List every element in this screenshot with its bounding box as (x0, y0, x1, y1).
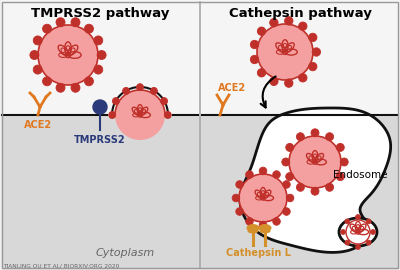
Circle shape (33, 36, 42, 45)
Circle shape (273, 218, 280, 225)
Ellipse shape (260, 228, 270, 234)
Circle shape (56, 83, 65, 92)
Circle shape (246, 171, 253, 178)
Circle shape (336, 173, 344, 181)
Circle shape (345, 219, 350, 224)
Circle shape (38, 25, 98, 85)
Circle shape (289, 136, 341, 188)
Circle shape (299, 22, 307, 31)
Circle shape (257, 27, 266, 35)
Circle shape (160, 97, 168, 104)
Text: TMPRSS2 pathway: TMPRSS2 pathway (31, 7, 169, 20)
Circle shape (286, 173, 294, 181)
Circle shape (71, 83, 80, 92)
Circle shape (284, 17, 293, 25)
Circle shape (30, 50, 39, 59)
Circle shape (308, 62, 317, 71)
Circle shape (370, 230, 376, 235)
Circle shape (94, 65, 103, 74)
Circle shape (282, 158, 290, 166)
Circle shape (284, 79, 293, 87)
Text: TMPRSS2: TMPRSS2 (74, 135, 126, 145)
Circle shape (56, 18, 65, 27)
Circle shape (366, 240, 371, 245)
Circle shape (93, 100, 107, 114)
Text: Cathepsin pathway: Cathepsin pathway (228, 7, 372, 20)
Circle shape (84, 77, 94, 86)
Circle shape (312, 48, 320, 56)
Circle shape (273, 171, 280, 178)
Polygon shape (240, 108, 391, 252)
Circle shape (340, 230, 346, 235)
Bar (2, 113, 398, 268)
Circle shape (71, 18, 80, 27)
Circle shape (150, 87, 158, 94)
Ellipse shape (248, 228, 258, 234)
Circle shape (239, 174, 287, 222)
Circle shape (259, 167, 267, 175)
Circle shape (356, 245, 360, 249)
Circle shape (270, 18, 278, 27)
Ellipse shape (339, 218, 377, 246)
Circle shape (94, 36, 103, 45)
Circle shape (270, 77, 278, 86)
Circle shape (308, 33, 317, 42)
Circle shape (123, 87, 130, 94)
Circle shape (33, 65, 42, 74)
Circle shape (283, 181, 290, 188)
Circle shape (283, 208, 290, 215)
Circle shape (136, 84, 144, 91)
Circle shape (84, 24, 94, 33)
Circle shape (259, 221, 267, 229)
Circle shape (311, 187, 319, 195)
Ellipse shape (246, 224, 260, 232)
Circle shape (326, 183, 334, 191)
Circle shape (296, 183, 304, 191)
Circle shape (112, 97, 120, 104)
Circle shape (296, 133, 304, 141)
Circle shape (246, 218, 253, 225)
Text: ACE2: ACE2 (218, 83, 246, 93)
Text: Cytoplasm: Cytoplasm (96, 248, 155, 258)
Circle shape (236, 181, 243, 188)
Ellipse shape (258, 224, 272, 232)
Text: Cathepsin L: Cathepsin L (226, 248, 292, 258)
Circle shape (326, 133, 334, 141)
Circle shape (257, 24, 313, 80)
Circle shape (345, 240, 350, 245)
Circle shape (311, 129, 319, 137)
Circle shape (250, 55, 259, 64)
Circle shape (286, 143, 294, 151)
Bar (2, 0, 398, 115)
Circle shape (366, 219, 371, 224)
Text: Endosome: Endosome (333, 170, 387, 180)
Circle shape (97, 50, 106, 59)
Circle shape (42, 24, 52, 33)
Text: ACE2: ACE2 (24, 120, 52, 130)
Circle shape (42, 77, 52, 86)
Circle shape (257, 69, 266, 77)
Circle shape (232, 194, 240, 202)
Circle shape (336, 143, 344, 151)
Circle shape (286, 194, 294, 202)
Circle shape (109, 112, 116, 119)
Circle shape (236, 208, 243, 215)
Text: TIANLING OU ET AL/ BIORXIV.ORG 2020: TIANLING OU ET AL/ BIORXIV.ORG 2020 (3, 264, 119, 269)
Circle shape (250, 40, 259, 49)
Circle shape (299, 74, 307, 82)
Circle shape (164, 112, 171, 119)
Circle shape (356, 214, 360, 220)
Circle shape (115, 90, 165, 140)
Circle shape (340, 158, 348, 166)
